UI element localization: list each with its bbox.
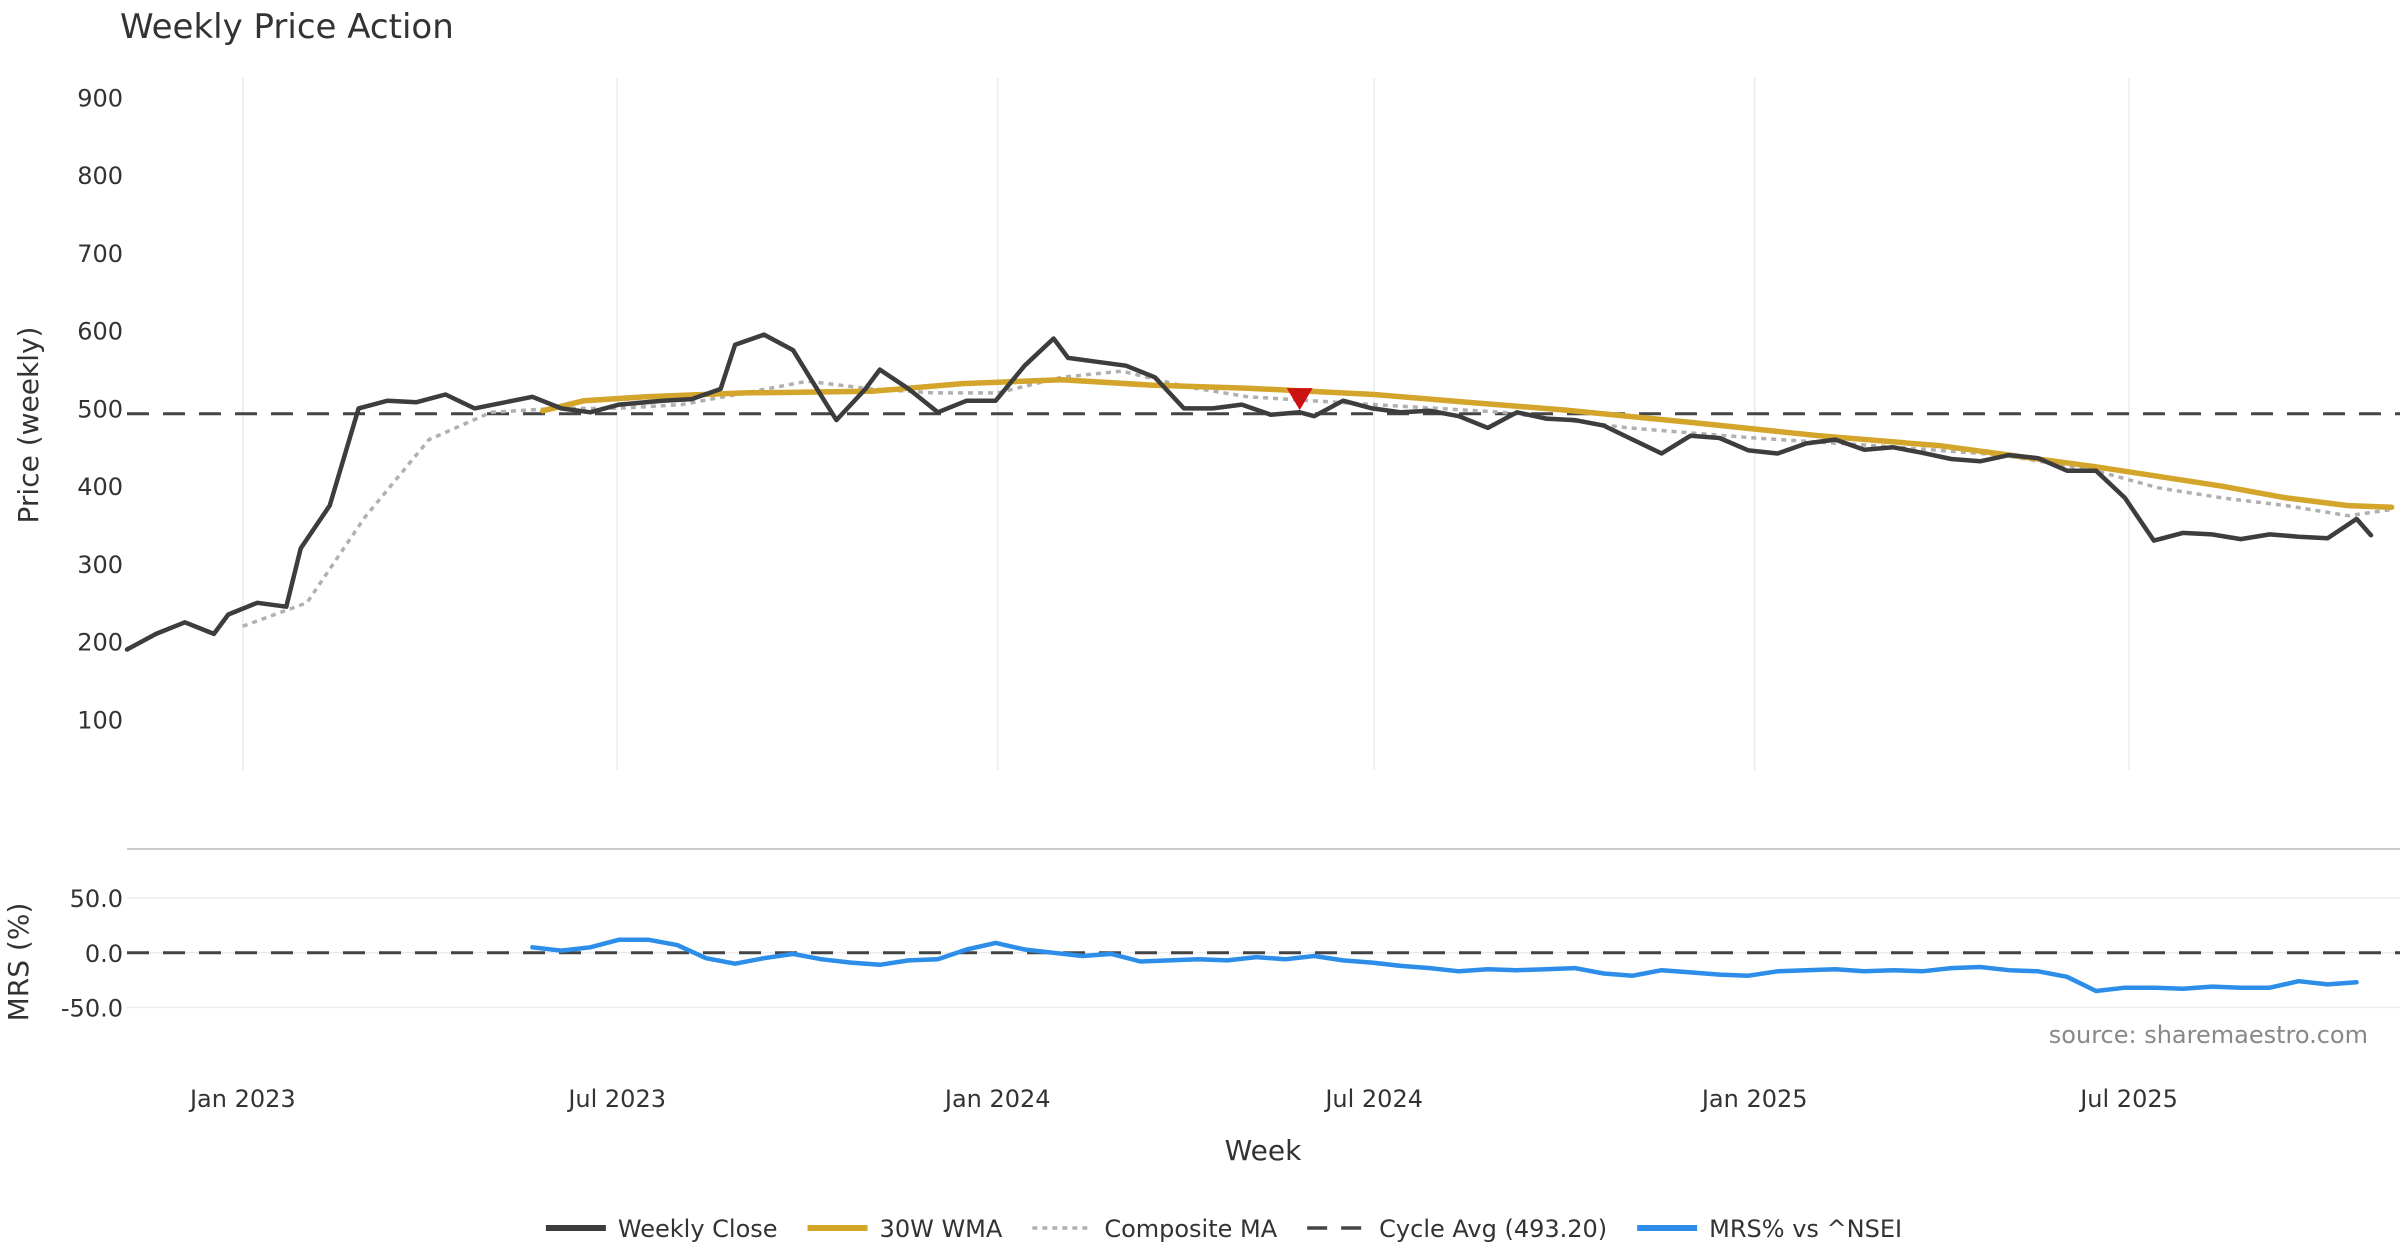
price-y-ticks: 100 200 300 400 500 600 700 800 900 bbox=[77, 84, 123, 734]
legend-label: 30W WMA bbox=[880, 1215, 1003, 1243]
x-axis-ticks: Jan 2023 Jul 2023 Jan 2024 Jul 2024 Jan 2025… bbox=[188, 1085, 2178, 1113]
mrs-y-axis-label: MRS (%) bbox=[2, 903, 35, 1022]
price-y-tick-label: 400 bbox=[77, 473, 123, 501]
x-tick-label: Jul 2024 bbox=[1323, 1085, 1423, 1113]
legend-item-cycle-avg-493-20: Cycle Avg (493.20) bbox=[1307, 1215, 1607, 1243]
price-y-axis-label: Price (weekly) bbox=[12, 327, 45, 524]
x-tick-label: Jan 2025 bbox=[1700, 1085, 1808, 1113]
price-markers bbox=[1286, 388, 1313, 411]
legend-item-composite-ma: Composite MA bbox=[1032, 1215, 1278, 1243]
price-series bbox=[124, 332, 2400, 652]
legend-label: MRS% vs ^NSEI bbox=[1709, 1215, 1902, 1243]
signal-marker-down-triangle bbox=[1286, 388, 1313, 411]
mrs-panel: -50.0 0.0 50.0 MRS (%) source: sharemaestr… bbox=[2, 848, 2400, 1049]
x-tick-label: Jan 2024 bbox=[943, 1085, 1051, 1113]
price-y-tick-label: 300 bbox=[77, 551, 123, 579]
price-panel: 100 200 300 400 500 600 700 800 900 Price (weekl… bbox=[12, 78, 2400, 770]
mrs-y-tick-label: 0.0 bbox=[85, 940, 123, 968]
price-y-tick-label: 900 bbox=[77, 84, 123, 112]
legend-label: Composite MA bbox=[1104, 1215, 1277, 1243]
series-weekly-close bbox=[124, 332, 2374, 652]
legend-item-weekly-close: Weekly Close bbox=[545, 1215, 778, 1243]
chart-title: Weekly Price Action bbox=[120, 7, 454, 47]
series-30w-wma bbox=[539, 376, 2395, 510]
price-y-tick-label: 500 bbox=[77, 395, 123, 423]
mrs-series bbox=[127, 937, 2400, 994]
legend-label: Cycle Avg (493.20) bbox=[1379, 1215, 1607, 1243]
x-tick-label: Jan 2023 bbox=[188, 1085, 296, 1113]
legend: Weekly Close 30W WMA Composite MA Cycle Avg… bbox=[545, 1215, 1902, 1243]
mrs-y-tick-label: 50.0 bbox=[70, 885, 123, 913]
legend-item-mrs-vs-nsei: MRS% vs ^NSEI bbox=[1637, 1215, 1902, 1243]
x-axis-label: Week bbox=[1225, 1134, 1302, 1167]
legend-label: Weekly Close bbox=[618, 1215, 778, 1243]
source-text: source: sharemaestro.com bbox=[2049, 1021, 2368, 1049]
series-composite-ma bbox=[242, 369, 2392, 628]
x-tick-label: Jul 2023 bbox=[566, 1085, 666, 1113]
price-grid bbox=[242, 78, 2130, 770]
mrs-y-tick-label: -50.0 bbox=[61, 994, 123, 1022]
price-y-tick-label: 800 bbox=[77, 162, 123, 190]
price-y-tick-label: 600 bbox=[77, 318, 123, 346]
mrs-y-ticks: -50.0 0.0 50.0 bbox=[61, 885, 123, 1022]
price-y-tick-label: 100 bbox=[77, 706, 123, 734]
series-mrs-vs-nsei bbox=[530, 937, 2359, 994]
legend-item-30w-wma: 30W WMA bbox=[807, 1215, 1003, 1243]
price-y-tick-label: 700 bbox=[77, 240, 123, 268]
x-tick-label: Jul 2025 bbox=[2078, 1085, 2178, 1113]
price-y-tick-label: 200 bbox=[77, 629, 123, 657]
